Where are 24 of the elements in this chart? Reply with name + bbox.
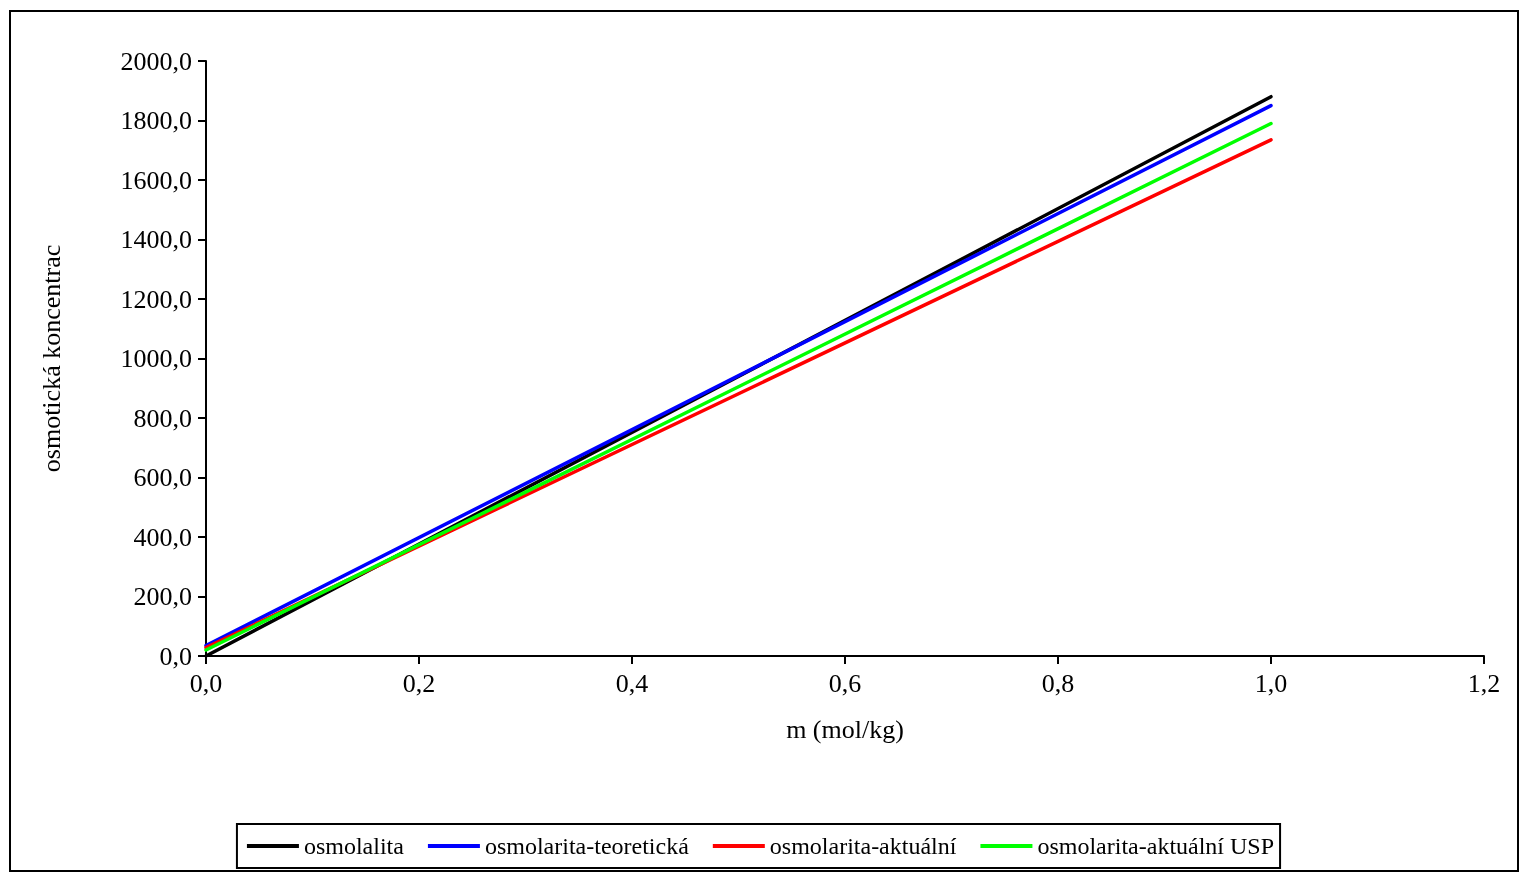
y-axis-title: osmotická koncentrac <box>36 244 66 473</box>
y-tick-label: 1600,0 <box>120 165 192 195</box>
legend-label: osmolarita-aktuální USP <box>1037 833 1275 859</box>
legend-label: osmolalita <box>303 833 405 859</box>
y-tick-label: 1200,0 <box>120 284 192 314</box>
x-tick-label: 0,8 <box>1041 668 1075 698</box>
x-axis-title: m (mol/kg) <box>786 714 904 744</box>
legend-label: osmolarita-aktuální <box>769 833 957 859</box>
x-tick-label: 0,0 <box>189 668 223 698</box>
y-tick-label: 200,0 <box>133 582 192 611</box>
y-tick-label: 400,0 <box>133 522 192 552</box>
y-tick-label: 2000,0 <box>120 46 192 76</box>
y-tick-label: 600,0 <box>133 463 192 492</box>
x-tick-label: 1,0 <box>1254 668 1288 698</box>
x-tick-label: 0,6 <box>828 668 862 698</box>
y-tick-label: 0,0 <box>159 641 192 671</box>
x-tick-label: 0,2 <box>402 668 436 698</box>
y-tick-label: 1400,0 <box>120 225 192 254</box>
x-tick-label: 0,4 <box>615 668 649 698</box>
y-tick-label: 1000,0 <box>120 344 192 373</box>
legend-label: osmolarita-teoretická <box>484 833 690 859</box>
y-tick-label: 800,0 <box>133 403 192 433</box>
y-tick-label: 1800,0 <box>120 106 192 135</box>
x-tick-label: 1,2 <box>1467 668 1501 698</box>
